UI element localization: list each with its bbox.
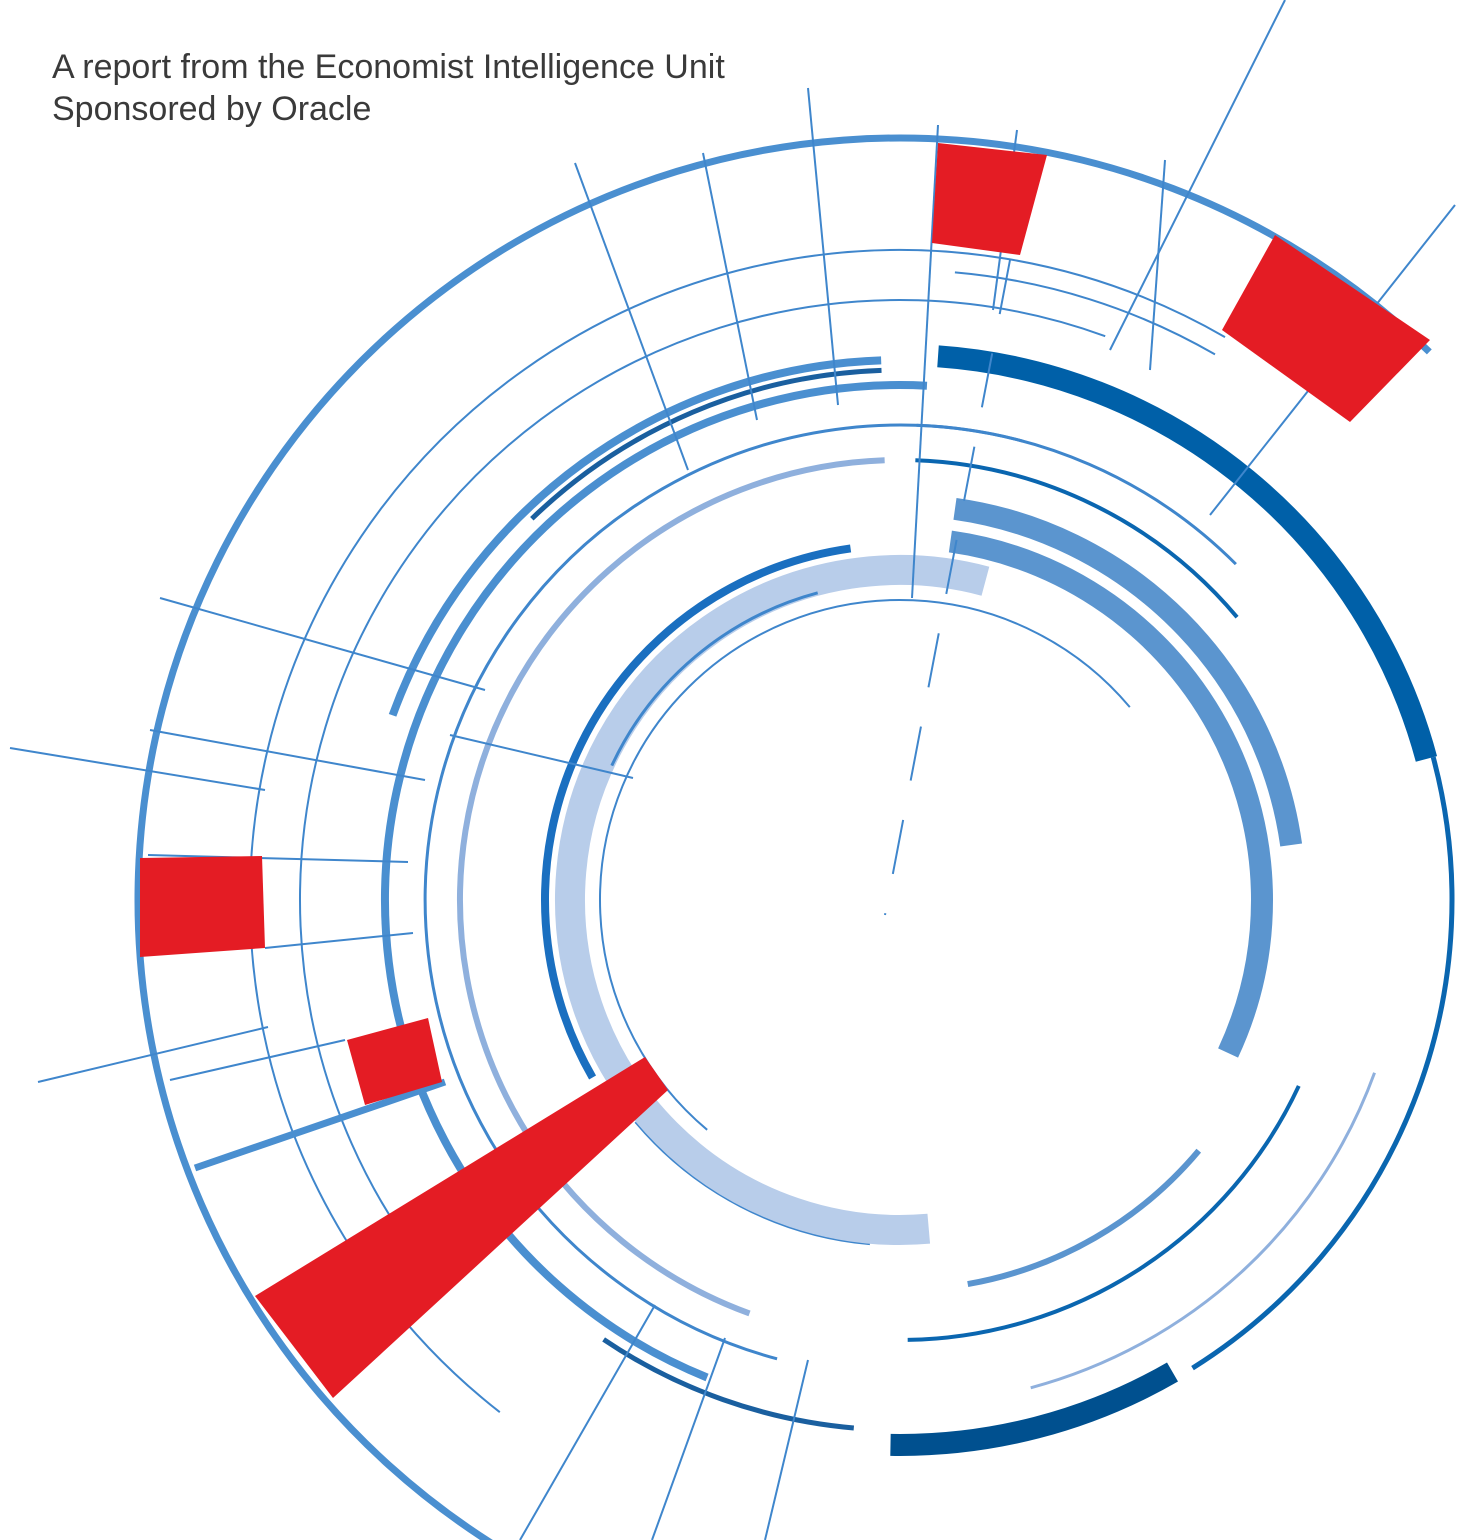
ring-arc <box>937 345 1438 762</box>
radial-line <box>449 734 634 779</box>
ring-arc <box>1191 756 1455 1371</box>
radial-line <box>911 124 939 599</box>
ring-arc <box>1030 1072 1376 1390</box>
ring-arc <box>134 134 1432 1540</box>
ring-arc <box>457 457 885 1317</box>
ring-arc <box>248 248 1226 1413</box>
dashed-line <box>884 259 1011 916</box>
red-block <box>140 856 265 957</box>
red-block <box>255 1057 668 1398</box>
ring-arc <box>907 1085 1301 1342</box>
thick-line <box>193 1078 447 1172</box>
red-block <box>932 143 1047 255</box>
rings <box>134 134 1455 1540</box>
ring-arc <box>555 555 990 1245</box>
ring-arc <box>610 591 819 767</box>
ring-arc <box>602 1337 855 1431</box>
radial-line <box>147 854 409 863</box>
subtitle: A report from the Economist Intelligence… <box>52 48 725 86</box>
radial-line <box>702 152 758 421</box>
radial-line <box>264 932 414 949</box>
ring-arc <box>967 1148 1202 1288</box>
radial-line <box>149 729 426 781</box>
ring-arc <box>915 458 1239 619</box>
radial-line <box>159 597 486 691</box>
radial-line <box>764 1359 809 1540</box>
ring-arc <box>381 381 928 1382</box>
radial-line <box>1109 0 1286 351</box>
ring-arc <box>530 367 882 521</box>
sponsor: Sponsored by Oracle <box>52 90 371 128</box>
radial-line <box>9 747 266 791</box>
ring-arc <box>541 544 852 1080</box>
radial-line <box>807 87 839 406</box>
ring-arc <box>948 530 1273 1058</box>
ring-arc <box>953 497 1303 847</box>
radial-lines <box>9 0 1456 1540</box>
radial-line <box>1149 159 1166 371</box>
red-block <box>347 1018 442 1105</box>
radial-line <box>519 1304 656 1540</box>
ring-arc <box>954 271 1216 356</box>
ring-arc <box>299 299 1106 1287</box>
red-block <box>1222 235 1430 422</box>
radial-line <box>574 162 689 471</box>
ring-arc <box>916 423 1237 566</box>
ring-arc <box>598 598 1131 1131</box>
red-blocks <box>140 143 1430 1398</box>
ring-arc <box>890 1362 1178 1456</box>
ring-arc <box>388 356 882 717</box>
radial-line <box>169 1039 346 1081</box>
radial-line <box>37 1026 269 1083</box>
radial-line <box>651 1337 726 1540</box>
